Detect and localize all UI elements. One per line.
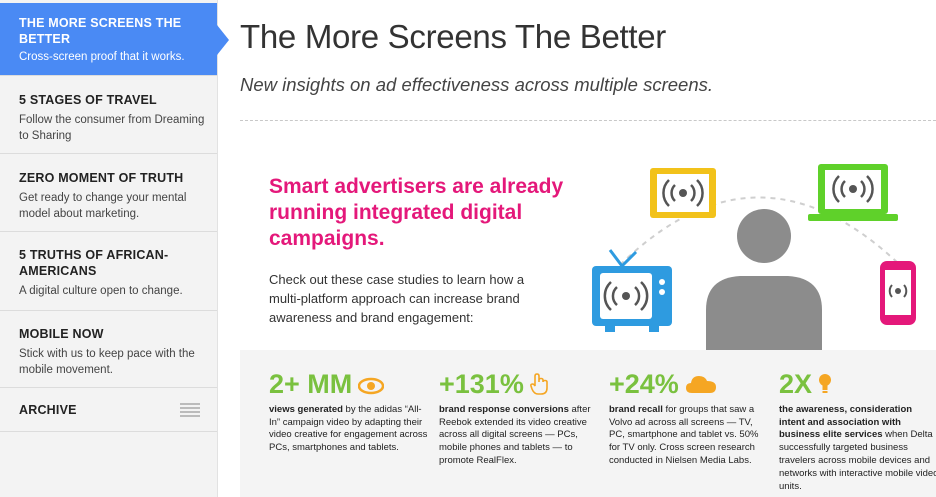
page-subtitle: New insights on ad effectiveness across …: [240, 74, 713, 95]
sidebar-item-desc: A digital culture open to change.: [19, 285, 183, 297]
sidebar-item-title: 5 Truths of African-Americans: [19, 248, 169, 278]
stat-reebok: +131% brand response conversions after R…: [439, 368, 599, 468]
sidebar: The More Screens The Better Cross-screen…: [0, 0, 229, 497]
sidebar-item-desc: Follow the consumer from Dreaming to Sha…: [19, 114, 205, 142]
laptop-icon: [808, 164, 898, 221]
sidebar-item-stages-of-travel[interactable]: 5 Stages of Travel Follow the consumer f…: [0, 76, 217, 154]
stat-number: +131%: [439, 368, 599, 402]
stat-number: +24%: [609, 368, 769, 402]
menu-lines-icon: [180, 403, 200, 419]
stat-number: 2+ MM: [269, 368, 429, 402]
monitor-icon: [650, 168, 716, 218]
stat-adidas: 2+ MM views generated by the adidas “All…: [269, 368, 429, 455]
sidebar-item-desc: Get ready to change your mental model ab…: [19, 192, 187, 220]
stat-value: +131%: [439, 369, 524, 399]
page-title: The More Screens The Better: [240, 18, 666, 55]
sidebar-item-title: Archive: [19, 403, 77, 417]
sidebar-item-title: 5 Stages of Travel: [19, 93, 157, 107]
sidebar-item-mobile-now[interactable]: Mobile Now Stick with us to keep pace wi…: [0, 311, 217, 388]
eye-icon: [358, 370, 385, 402]
stat-description: the awareness, consideration intent and …: [779, 403, 936, 492]
sidebar-item-more-screens[interactable]: The More Screens The Better Cross-screen…: [0, 3, 229, 76]
cloud-icon: [685, 370, 717, 402]
infographic-headline: Smart advertisers are already running in…: [269, 175, 564, 250]
sidebar-item-title: Mobile Now: [19, 327, 104, 341]
sidebar-item-african-americans[interactable]: 5 Truths of African-Americans A digital …: [0, 232, 217, 311]
tv-icon: [592, 249, 672, 332]
stat-value: 2X: [779, 369, 813, 399]
sidebar-item-desc: Stick with us to keep pace with the mobi…: [19, 348, 195, 376]
stat-description: views generated by the adidas “All-In” c…: [269, 403, 428, 454]
sidebar-item-title: The More Screens The Better: [19, 16, 182, 46]
divider: [240, 120, 936, 121]
stat-description: brand recall for groups that saw a Volvo…: [609, 403, 759, 467]
stat-number: 2X: [779, 368, 936, 402]
person-icon: [706, 209, 822, 350]
stat-value: 2+ MM: [269, 369, 353, 399]
phone-icon: [880, 261, 916, 325]
hand-pointer-icon: [529, 370, 548, 402]
stat-volvo: +24% brand recall for groups that saw a …: [609, 368, 769, 468]
sidebar-item-title: Zero Moment of Truth: [19, 171, 184, 185]
main-content: The More Screens The Better New insights…: [240, 0, 936, 497]
stat-value: +24%: [609, 369, 679, 399]
lightbulb-icon: [818, 370, 832, 402]
multi-screen-illustration: [592, 164, 916, 350]
sidebar-item-desc: Cross-screen proof that it works.: [19, 51, 185, 63]
stats-bar: 2+ MM views generated by the adidas “All…: [240, 350, 936, 497]
sidebar-item-archive[interactable]: Archive: [0, 388, 217, 432]
connection-arc: [619, 196, 901, 266]
stat-delta: 2X the awareness, consideration intent a…: [779, 368, 936, 493]
infographic-body: Check out these case studies to learn ho…: [269, 272, 525, 325]
sidebar-item-zero-moment[interactable]: Zero Moment of Truth Get ready to change…: [0, 154, 217, 232]
stat-description: brand response conversions after Reebok …: [439, 403, 591, 467]
